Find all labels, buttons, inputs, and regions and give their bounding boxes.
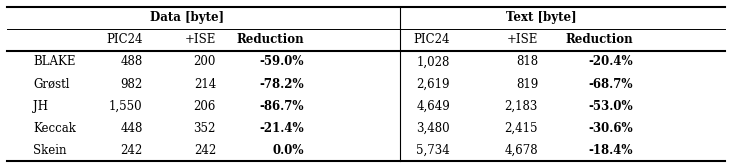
Text: Keccak: Keccak — [33, 122, 76, 135]
Text: JH: JH — [33, 100, 48, 113]
Text: 200: 200 — [193, 55, 216, 68]
Text: 242: 242 — [194, 144, 216, 157]
Text: 242: 242 — [121, 144, 143, 157]
Text: Grøstl: Grøstl — [33, 77, 70, 91]
Text: PIC24: PIC24 — [106, 33, 143, 46]
Text: 3,480: 3,480 — [417, 122, 450, 135]
Text: 2,619: 2,619 — [417, 77, 450, 91]
Text: 448: 448 — [120, 122, 143, 135]
Text: 2,183: 2,183 — [504, 100, 538, 113]
Text: +ISE: +ISE — [184, 33, 216, 46]
Text: -18.4%: -18.4% — [589, 144, 633, 157]
Text: 1,028: 1,028 — [417, 55, 450, 68]
Text: -21.4%: -21.4% — [259, 122, 304, 135]
Text: 818: 818 — [516, 55, 538, 68]
Text: -53.0%: -53.0% — [589, 100, 633, 113]
Text: Reduction: Reduction — [236, 33, 304, 46]
Text: 1,550: 1,550 — [109, 100, 143, 113]
Text: 2,415: 2,415 — [504, 122, 538, 135]
Text: BLAKE: BLAKE — [33, 55, 75, 68]
Text: Reduction: Reduction — [566, 33, 633, 46]
Text: 206: 206 — [193, 100, 216, 113]
Text: 214: 214 — [194, 77, 216, 91]
Text: -30.6%: -30.6% — [589, 122, 633, 135]
Text: -20.4%: -20.4% — [589, 55, 633, 68]
Text: Skein: Skein — [33, 144, 67, 157]
Text: -68.7%: -68.7% — [589, 77, 633, 91]
Text: Text [byte]: Text [byte] — [507, 11, 577, 24]
Text: 819: 819 — [516, 77, 538, 91]
Text: -86.7%: -86.7% — [259, 100, 304, 113]
Text: 5,734: 5,734 — [417, 144, 450, 157]
Text: 0.0%: 0.0% — [272, 144, 304, 157]
Text: 982: 982 — [121, 77, 143, 91]
Text: 4,678: 4,678 — [504, 144, 538, 157]
Text: PIC24: PIC24 — [414, 33, 450, 46]
Text: 4,649: 4,649 — [417, 100, 450, 113]
Text: -59.0%: -59.0% — [259, 55, 304, 68]
Text: Data [byte]: Data [byte] — [149, 11, 224, 24]
Text: -78.2%: -78.2% — [259, 77, 304, 91]
Text: 488: 488 — [121, 55, 143, 68]
Text: +ISE: +ISE — [507, 33, 538, 46]
Text: 352: 352 — [193, 122, 216, 135]
